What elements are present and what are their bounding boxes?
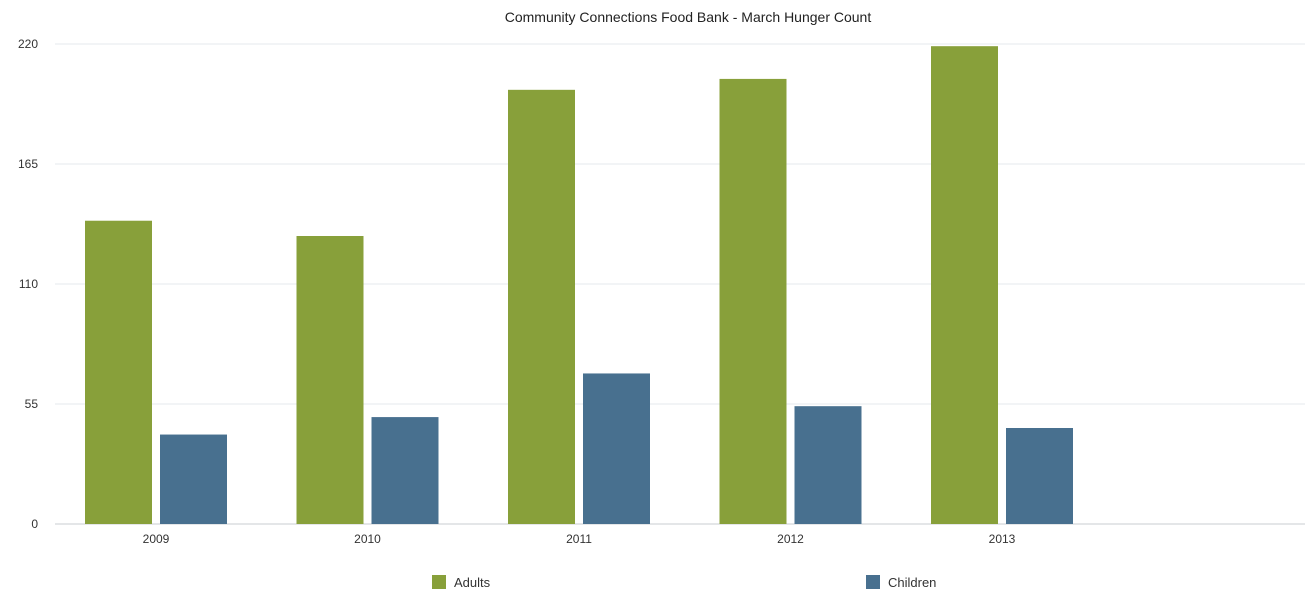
grid-lines: [55, 43, 1305, 525]
bar-adults-2009[interactable]: [85, 220, 152, 524]
x-tick-label: 2013: [989, 532, 1016, 546]
legend-label-children[interactable]: Children: [888, 575, 936, 590]
x-axis: 2009 2010 2011 2012 2013: [143, 532, 1016, 546]
y-tick-label: 0: [31, 517, 38, 531]
bar-adults-2013[interactable]: [931, 46, 998, 524]
x-tick-label: 2011: [566, 532, 592, 546]
chart-title: Community Connections Food Bank - March …: [505, 9, 872, 25]
legend-label-adults[interactable]: Adults: [454, 575, 491, 590]
x-tick-label: 2010: [354, 532, 381, 546]
legend-swatch-children[interactable]: [866, 575, 880, 589]
y-tick-label: 165: [18, 157, 38, 171]
bar-adults-2010[interactable]: [296, 236, 364, 524]
bar-children-2013[interactable]: [1006, 428, 1073, 524]
bar-adults-2012[interactable]: [719, 78, 787, 524]
bar-children-2009[interactable]: [160, 434, 227, 524]
bar-children-2012[interactable]: [794, 406, 862, 524]
x-tick-label: 2012: [777, 532, 804, 546]
legend-swatch-adults[interactable]: [432, 575, 446, 589]
y-tick-label: 220: [18, 37, 38, 51]
bar-children-2010[interactable]: [371, 417, 439, 524]
x-tick-label: 2009: [143, 532, 170, 546]
bar-children-2011[interactable]: [583, 373, 650, 524]
y-tick-label: 110: [19, 277, 38, 291]
legend: Adults Children: [432, 575, 936, 590]
y-tick-label: 55: [25, 397, 39, 411]
y-axis: 0 55 110 165 220: [18, 37, 38, 531]
bar-adults-2011[interactable]: [508, 89, 575, 525]
bars: [85, 46, 1073, 525]
